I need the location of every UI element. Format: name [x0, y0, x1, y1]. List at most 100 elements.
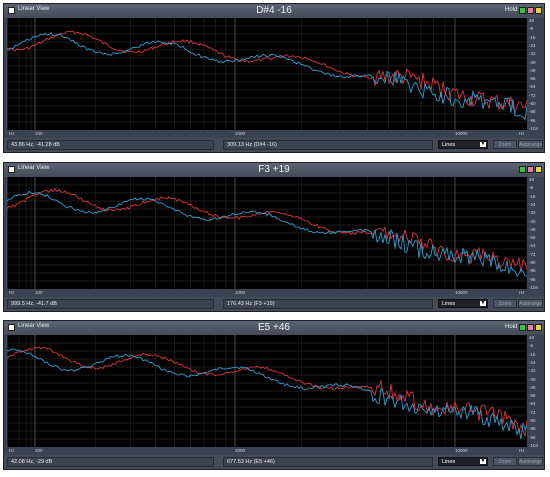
- x-tick-label: 100: [35, 131, 43, 136]
- y-tick-label: -8: [529, 26, 534, 32]
- dropdown-value: Lines: [442, 459, 456, 465]
- yellow-swatch-button[interactable]: [535, 7, 542, 14]
- y-tick-label: -48: [529, 67, 536, 73]
- yellow-swatch-button[interactable]: [535, 324, 542, 331]
- y-tick-label: -88: [529, 109, 536, 115]
- y-tick-label: -88: [529, 426, 536, 432]
- y-tick-label: -48: [529, 226, 536, 232]
- x-tick-label: 1000: [235, 131, 246, 136]
- y-tick-label: -40: [529, 218, 536, 224]
- dropdown-value: Lines: [442, 301, 456, 307]
- green-swatch-button[interactable]: [519, 166, 526, 173]
- y-tick-label: -104: [529, 126, 539, 131]
- chevron-down-icon: ▼: [480, 458, 486, 464]
- x-tick-label: 1000: [235, 448, 246, 453]
- spectrum-panel-2: Linear View F3 +19 48 -8 -16 -24 -32 -40 -48 -5…: [3, 162, 545, 312]
- status-bar: 42.08 Hz, -29 dB 677.53 Hz (E5 +46) Line…: [4, 455, 544, 469]
- y-tick-label: -96: [529, 117, 536, 123]
- autorange-button[interactable]: Autorange: [518, 140, 543, 149]
- linear-view-checkbox[interactable]: [8, 7, 15, 14]
- blue-trace: [7, 32, 527, 121]
- linear-view-label: Linear View: [18, 165, 50, 171]
- note-readout: 677.53 Hz (E5 +46): [223, 457, 433, 467]
- cursor-readout: 42.08 Hz, -29 dB: [7, 457, 214, 467]
- y-tick-label: -64: [529, 84, 536, 90]
- x-tick-label: 10000: [455, 131, 468, 136]
- pink-swatch-button[interactable]: [527, 324, 534, 331]
- y-tick-label: -80: [529, 260, 536, 266]
- y-tick-label: -80: [529, 101, 536, 107]
- y-tick-label: -56: [529, 235, 536, 241]
- y-tick-label: -80: [529, 418, 536, 424]
- panel-title: D#4 -16: [256, 5, 292, 16]
- zoom-button[interactable]: Zoom: [493, 140, 517, 149]
- y-tick-label: -72: [529, 92, 536, 98]
- panel-titlebar: Linear View E5 +46 Hold: [4, 321, 544, 335]
- hold-label: Hold: [505, 324, 518, 330]
- y-tick-label: -24: [529, 42, 536, 48]
- spectrum-graph: [7, 18, 527, 130]
- y-tick-label: -72: [529, 409, 536, 415]
- status-bar: 43.86 Hz, -41.28 dB 309.13 Hz (D#4 -16) …: [4, 138, 544, 152]
- yellow-swatch-button[interactable]: [535, 166, 542, 173]
- y-tick-label: -40: [529, 376, 536, 382]
- note-readout: 309.13 Hz (D#4 -16): [223, 140, 433, 150]
- x-tick-label: 10000: [455, 290, 468, 295]
- display-mode-dropdown[interactable]: Lines ▼: [438, 140, 488, 149]
- linear-view-checkbox[interactable]: [8, 324, 15, 331]
- blue-trace: [7, 348, 527, 440]
- zoom-button[interactable]: Zoom: [493, 457, 517, 466]
- linear-view-label: Linear View: [18, 323, 50, 329]
- chevron-down-icon: ▼: [480, 300, 486, 306]
- y-tick-label: -104: [529, 443, 539, 448]
- y-tick-label: -8: [529, 185, 534, 191]
- spectrum-panel-3: Linear View E5 +46 Hold 48 -8 -16 -24 -32 -40…: [3, 320, 545, 470]
- autorange-button[interactable]: Autorange: [518, 299, 543, 308]
- status-bar: 999.5 Hz, -41.7 dB 176.43 Hz (F3 +19) Li…: [4, 297, 544, 311]
- x-tick-label: Hz: [9, 290, 15, 295]
- y-tick-label: -72: [529, 251, 536, 257]
- y-tick-label: -32: [529, 368, 536, 374]
- y-tick-label: 48: [529, 177, 535, 182]
- x-tick-label: 1000: [235, 290, 246, 295]
- green-swatch-button[interactable]: [519, 7, 526, 14]
- linear-view-checkbox[interactable]: [8, 166, 15, 173]
- x-axis: Hz 100 1000 10000 Hz: [7, 447, 527, 455]
- pink-swatch-button[interactable]: [527, 166, 534, 173]
- display-mode-dropdown[interactable]: Lines ▼: [438, 299, 488, 308]
- green-swatch-button[interactable]: [519, 324, 526, 331]
- panel-titlebar: Linear View D#4 -16 Hold: [4, 4, 544, 18]
- y-axis: 48 -8 -16 -24 -32 -40 -48 -56 -64 -72 -80 -88 -96 -10…: [528, 335, 544, 448]
- spectrum-plot[interactable]: [7, 177, 527, 289]
- red-trace: [7, 30, 527, 114]
- y-tick-label: -16: [529, 193, 536, 199]
- pink-swatch-button[interactable]: [527, 7, 534, 14]
- chevron-down-icon: ▼: [480, 141, 486, 147]
- panel-title: E5 +46: [258, 322, 290, 333]
- spectrum-plot[interactable]: [7, 335, 527, 447]
- display-mode-dropdown[interactable]: Lines ▼: [438, 457, 488, 466]
- spectrum-graph: [7, 335, 527, 447]
- y-tick-label: -16: [529, 34, 536, 40]
- spectrum-plot[interactable]: [7, 18, 527, 130]
- x-tick-label: Hz: [519, 131, 525, 136]
- linear-view-label: Linear View: [18, 6, 50, 12]
- x-tick-label: Hz: [9, 448, 15, 453]
- red-trace: [7, 346, 527, 438]
- cursor-readout: 999.5 Hz, -41.7 dB: [7, 299, 214, 309]
- y-tick-label: -48: [529, 384, 536, 390]
- x-tick-label: Hz: [519, 448, 525, 453]
- y-tick-label: -104: [529, 285, 539, 290]
- y-tick-label: -8: [529, 343, 534, 349]
- zoom-button[interactable]: Zoom: [493, 299, 517, 308]
- x-axis: Hz 100 1000 10000 Hz: [7, 289, 527, 297]
- panel-titlebar: Linear View F3 +19: [4, 163, 544, 177]
- x-tick-label: 100: [35, 448, 43, 453]
- spectrum-panel-1: Linear View D#4 -16 Hold 48 -8 -16 -24 -32 -4…: [3, 3, 545, 153]
- y-tick-label: -96: [529, 434, 536, 440]
- y-tick-label: 48: [529, 18, 535, 23]
- dropdown-value: Lines: [442, 142, 456, 148]
- autorange-button[interactable]: Autorange: [518, 457, 543, 466]
- spectrum-graph: [7, 177, 527, 289]
- y-tick-label: -96: [529, 276, 536, 282]
